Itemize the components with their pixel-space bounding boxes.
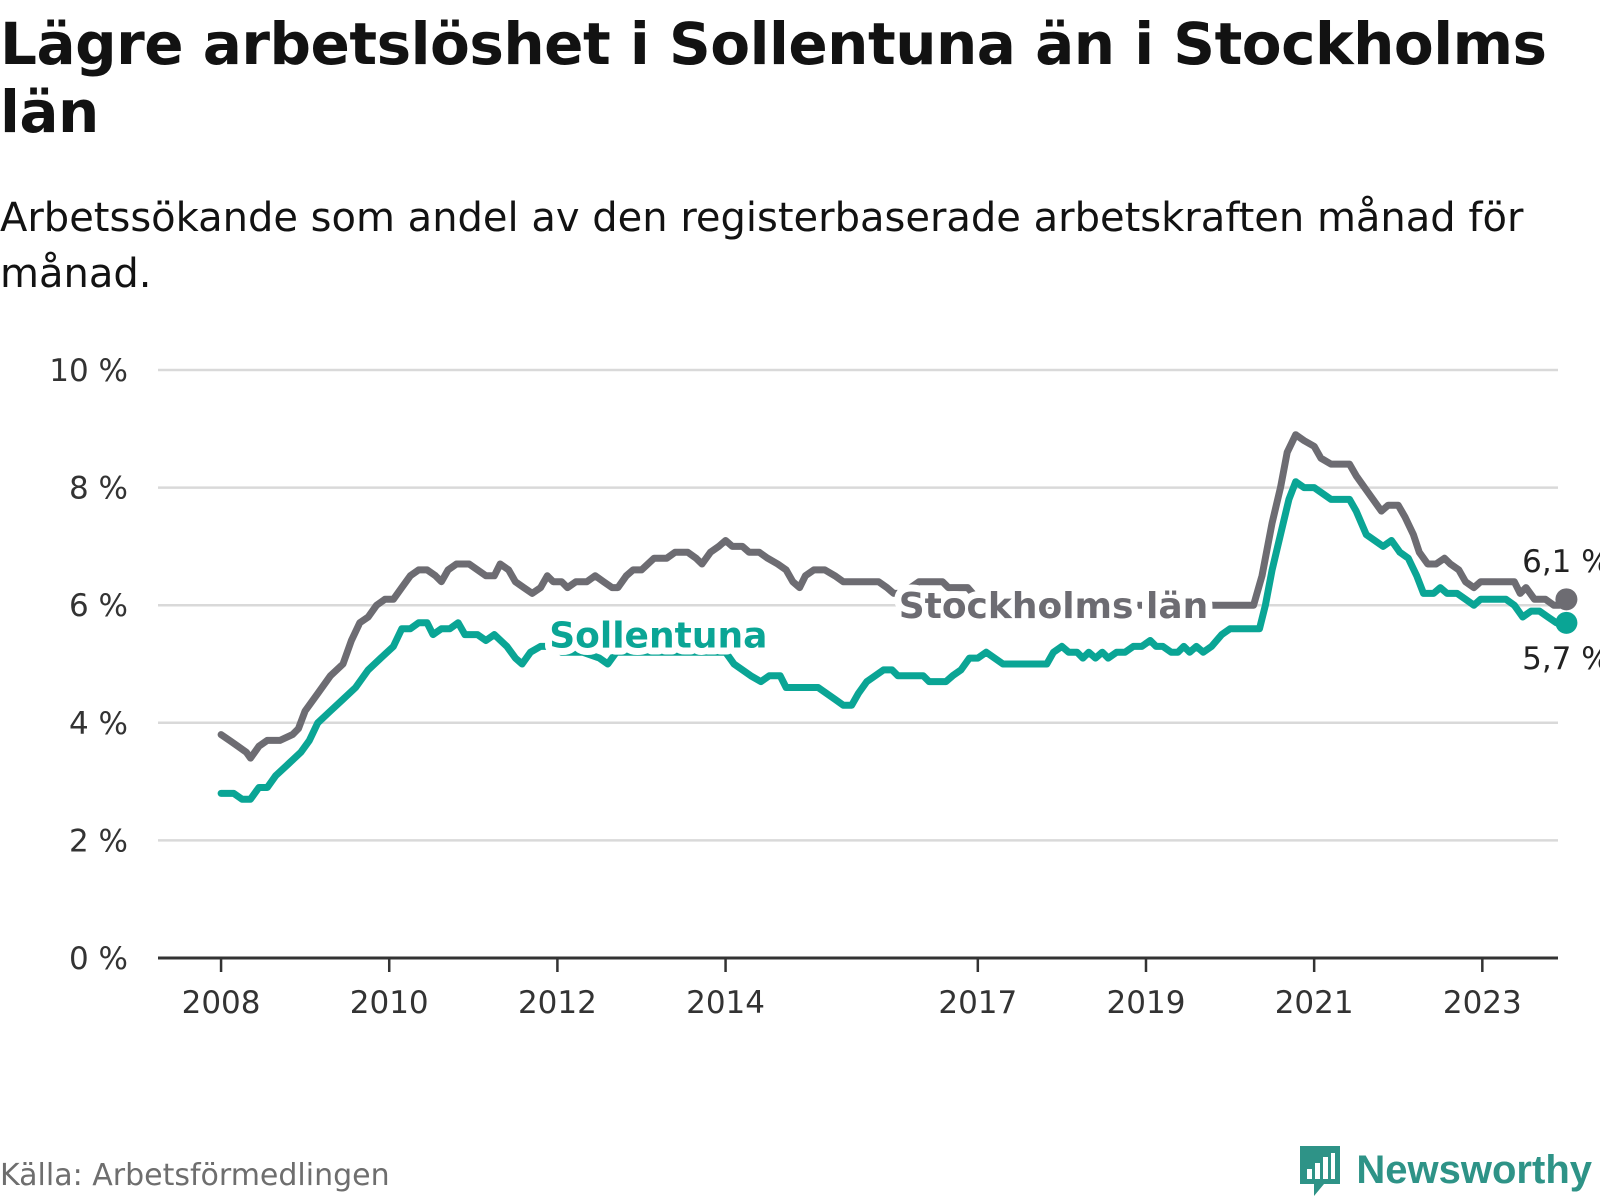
newsworthy-logo-text: Newsworthy — [1356, 1147, 1592, 1192]
x-tick-label: 2008 — [182, 985, 261, 1021]
stockholm-line — [217, 431, 1570, 762]
series-lines — [217, 431, 1578, 803]
x-tick-label: 2023 — [1443, 985, 1522, 1021]
x-tick-label: 2014 — [686, 985, 765, 1021]
chart-subtitle: Arbetssökande som andel av den registerb… — [0, 195, 1524, 297]
stockholm-label-halo: Stockholms län — [899, 586, 1209, 627]
x-tick-label: 2010 — [350, 985, 429, 1021]
gridlines — [158, 368, 1558, 842]
y-axis-labels: 0 % 2 % 4 % 6 % 8 % 10 % — [49, 353, 128, 977]
y-tick-label: 8 % — [69, 471, 128, 507]
stockholm-end-marker — [1555, 588, 1578, 611]
source-note: Källa: Arbetsförmedlingen — [0, 1158, 390, 1193]
sollentuna-end-value: 5,7 % — [1522, 641, 1600, 677]
y-tick-label: 0 % — [69, 941, 128, 977]
x-tick-label: 2017 — [938, 985, 1017, 1021]
x-tick-label: 2012 — [518, 985, 597, 1021]
y-tick-label: 2 % — [69, 823, 128, 859]
sollentuna-label: Sollentuna — [549, 616, 767, 657]
sollentuna-end-marker — [1555, 611, 1578, 634]
sollentuna-line — [217, 478, 1570, 803]
newsworthy-logo-icon — [1300, 1146, 1341, 1196]
x-axis: 2008 2010 2012 2014 2017 2019 2021 2023 — [158, 956, 1558, 1021]
y-tick-label: 6 % — [69, 588, 128, 624]
stockholm-label: Stockholms län — [899, 586, 1209, 627]
x-tick-label: 2019 — [1107, 985, 1186, 1021]
newsworthy-logo[interactable]: Newsworthy — [1296, 1140, 1592, 1200]
chart-title: Lägre arbetslöshet i Sollentuna än i Sto… — [0, 10, 1547, 146]
y-tick-label: 10 % — [49, 353, 128, 389]
x-tick-label: 2021 — [1275, 985, 1354, 1021]
y-tick-label: 4 % — [69, 706, 128, 742]
stockholm-end-value: 6,1 % — [1522, 544, 1600, 580]
line-chart: 0 % 2 % 4 % 6 % 8 % 10 % 2008 2010 2012 2014 2017… — [49, 353, 1600, 1021]
sollentuna-label-halo: Sollentuna — [549, 616, 767, 657]
